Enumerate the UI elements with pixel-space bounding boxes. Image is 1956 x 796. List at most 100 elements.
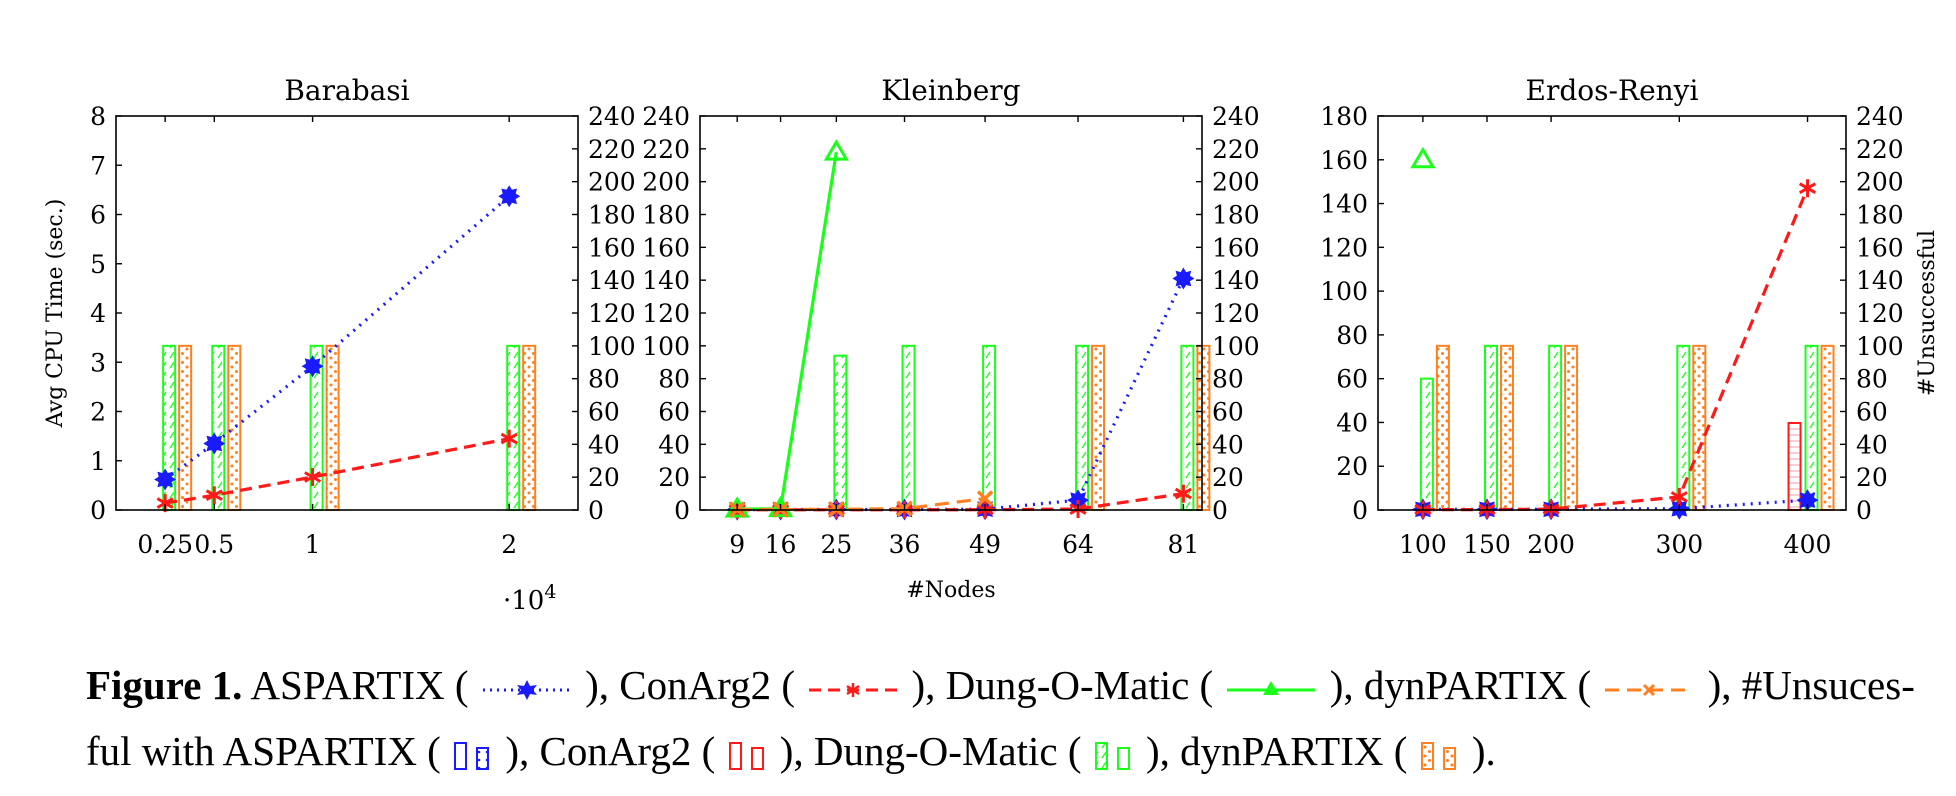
chart-1-bar-dynpartix-2: [227, 344, 242, 512]
caption-text-10: ).: [1471, 728, 1496, 774]
chart-1-point-aspartix-4: [498, 185, 521, 208]
chart-2-xtick-label-3: 25: [820, 530, 852, 559]
legend-aspartix-bar-icon: [454, 741, 490, 770]
chart-3-y2tick-label-11: 200: [1856, 168, 1904, 197]
chart-3-ytick-label-6: 100: [1320, 277, 1368, 306]
chart-2-point-dynpartix-5: [976, 490, 994, 507]
chart-2-y2tick-label-6: 100: [1212, 332, 1260, 361]
chart-3-bar-dynpartix-1: [1435, 344, 1450, 512]
chart-3-bar-dynpartix-3: [1564, 344, 1579, 512]
chart-3-y2tick-label-8: 140: [1856, 266, 1904, 295]
chart-3-bar-dynpartix-5: [1820, 344, 1835, 512]
caption-text-3: ), Dung-O-Matic (: [911, 662, 1214, 708]
chart-2-point-aspartix-7: [1172, 267, 1195, 290]
chart-3-point-dungomatic-1: [1410, 146, 1436, 169]
chart-2-ytick-label-1: 0: [674, 496, 690, 525]
chart-1-point-conarg2-2: [205, 486, 223, 505]
chart-1-y2tick-label-7: 120: [588, 299, 636, 328]
chart-3-xtick-label-2: 150: [1463, 530, 1511, 559]
chart-2-ytick-label-11: 200: [642, 168, 690, 197]
chart-3-y2tick-label-13: 240: [1856, 102, 1904, 131]
chart-3-y2tick-label-5: 80: [1856, 365, 1888, 394]
chart-1-ytick-label-3: 2: [90, 398, 106, 427]
chart-1-y2tick-label-11: 200: [588, 168, 636, 197]
chart-3-y2tick-label-6: 100: [1856, 332, 1904, 361]
caption-text-2: ), ConArg2 (: [585, 662, 795, 708]
chart-2-line-dungomatic: [737, 151, 838, 511]
chart-2-y2tick-label-3: 40: [1212, 430, 1244, 459]
chart-2-ytick-label-6: 100: [642, 332, 690, 361]
chart-1-x-multiplier: ·104: [503, 581, 556, 616]
chart-1-bar-dynpartix-1: [178, 344, 193, 512]
chart-1-line-conarg2: [164, 437, 510, 505]
chart-3-y2tick-label-7: 120: [1856, 299, 1904, 328]
chart-1-y2tick-label-12: 220: [588, 135, 636, 164]
chart-2-y2tick-label-4: 60: [1212, 398, 1244, 427]
chart-3-ytick-label-10: 180: [1320, 102, 1368, 131]
chart-1-xtick-label-1: 0.25: [137, 530, 193, 559]
legend-dynpartix-line-icon: [1605, 683, 1694, 696]
caption-label: Figure 1.: [86, 662, 243, 708]
chart-1-y2tick-label-6: 100: [588, 332, 636, 361]
chart-1-ytick-label-8: 7: [90, 151, 106, 180]
caption-text-1: ASPARTIX (: [250, 662, 469, 708]
chart-2-y2tick-label-11: 200: [1212, 168, 1260, 197]
caption-text-9: ), dynPARTIX (: [1145, 728, 1408, 774]
chart-3-xtick-label-5: 400: [1784, 530, 1832, 559]
chart-3-ytick-label-9: 160: [1320, 146, 1368, 175]
chart-2-y2tick-label-9: 160: [1212, 233, 1260, 262]
chart-2-xtick-label-5: 49: [969, 530, 1001, 559]
chart-1-bar-dungomatic-2: [211, 344, 226, 512]
chart-1-ytick-label-9: 8: [90, 102, 106, 131]
chart-2-ytick-label-3: 40: [658, 430, 690, 459]
chart-1-ytick-label-4: 3: [90, 348, 106, 377]
chart-2-ytick-label-10: 180: [642, 201, 690, 230]
chart-3-y2tick-label-4: 60: [1856, 398, 1888, 427]
chart-2-line-aspartix: [737, 277, 1185, 512]
caption-text-6: ful with ASPARTIX (: [86, 728, 441, 774]
chart-1-point-conarg2-3: [304, 468, 322, 487]
chart-1-y2tick-label-9: 160: [588, 233, 636, 262]
chart-3-y2tick-label-12: 220: [1856, 135, 1904, 164]
chart-2-title: Kleinberg: [881, 74, 1020, 107]
chart-1-y2tick-label-8: 140: [588, 266, 636, 295]
chart-1-bar-dynpartix-3: [325, 344, 340, 512]
chart-3-xtick-label-4: 300: [1655, 530, 1703, 559]
legend-aspartix-line-icon: [482, 679, 571, 700]
figure-caption: Figure 1. ASPARTIX ( ), ConArg2 ( ), Dun…: [86, 652, 1946, 784]
caption-text-8: ), Dung-O-Matic (: [779, 728, 1082, 774]
chart-2-bar-dungomatic-3: [833, 354, 848, 511]
legend-dynpartix-bar-icon: [1420, 741, 1456, 770]
chart-1-y2tick-label-13: 240: [588, 102, 636, 131]
chart-2-point-dungomatic-1: [724, 496, 750, 518]
chart-3-y2tick-label-1: 0: [1856, 496, 1872, 525]
legend-conarg2-bar-icon: [728, 741, 764, 770]
chart-2-ytick-label-5: 80: [658, 365, 690, 394]
chart-2-y2tick-label-5: 80: [1212, 365, 1244, 394]
chart-2-bar-dungomatic-4: [901, 344, 916, 512]
chart-1-y2tick-label-5: 80: [588, 365, 620, 394]
chart-2-ytick-label-4: 60: [658, 398, 690, 427]
chart-3-ytick-label-3: 40: [1336, 408, 1368, 437]
charts-canvas: 0123456780204060801001201401601802002202…: [43, 74, 1940, 616]
chart-1-xtick-label-3: 1: [305, 530, 321, 559]
chart-3-ytick-label-2: 20: [1336, 452, 1368, 481]
chart-3-bar-dynpartix-4: [1692, 344, 1707, 512]
chart-1-ytick-label-7: 6: [90, 201, 106, 230]
chart-2-y2tick-label-1: 0: [1212, 496, 1228, 525]
legend-dungomatic-bar-icon: [1094, 741, 1130, 770]
chart-1-xtick-label-4: 2: [501, 530, 517, 559]
chart-2-xtick-label-1: 9: [729, 530, 745, 559]
chart-2-ytick-label-12: 220: [642, 135, 690, 164]
chart-1-ytick-label-6: 5: [90, 250, 106, 279]
chart-3-line-conarg2: [1422, 187, 1809, 512]
chart-2-point-dungomatic-3: [823, 139, 849, 161]
chart-2-xtick-label-2: 16: [765, 530, 797, 559]
chart-3-y2label: #Unsuccessful: [1915, 230, 1940, 396]
chart-3-xtick-label-3: 200: [1527, 530, 1575, 559]
chart-2-xtick-label-7: 81: [1168, 530, 1200, 559]
chart-2-ytick-label-2: 20: [658, 463, 690, 492]
caption-text-5: ), #Unsuces-: [1707, 662, 1915, 708]
chart-1-y2tick-label-2: 20: [588, 463, 620, 492]
